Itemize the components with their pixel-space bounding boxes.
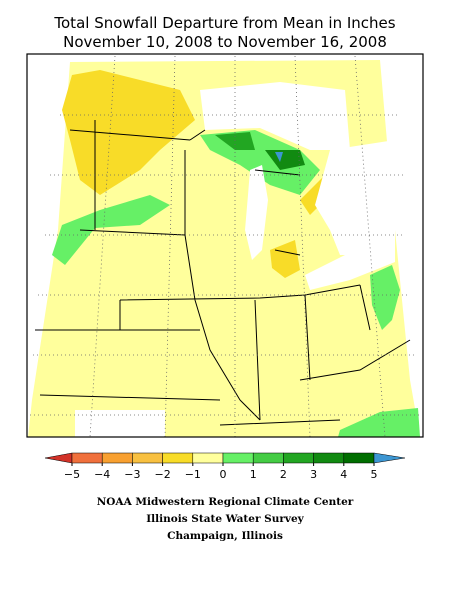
legend-swatch xyxy=(192,452,224,464)
boundaries xyxy=(35,120,411,426)
legend-arrow xyxy=(44,452,73,464)
legend-label: 5 xyxy=(371,468,378,481)
lake-erie xyxy=(305,245,395,290)
credit: Champaign, Illinois xyxy=(167,530,283,542)
legend-swatch xyxy=(162,452,194,464)
above-mean xyxy=(275,152,283,162)
above-mean xyxy=(265,150,305,170)
legend-label: −4 xyxy=(94,468,110,481)
legend: −5 −4 −3 −2 −1 0 1 2 3 4 5 xyxy=(44,452,406,481)
lake-huron-ontario xyxy=(315,140,395,255)
credit: NOAA Midwestern Regional Climate Center xyxy=(97,496,354,508)
above-mean xyxy=(52,195,170,265)
legend-swatch xyxy=(71,452,103,464)
above-mean xyxy=(370,265,400,330)
credit: Illinois State Water Survey xyxy=(146,513,304,525)
legend-label: 2 xyxy=(280,468,287,481)
legend-swatch xyxy=(343,452,375,464)
above-mean xyxy=(338,408,420,437)
legend-label: 4 xyxy=(340,468,347,481)
lake-superior xyxy=(200,82,350,150)
legend-label: −1 xyxy=(185,468,201,481)
lake-michigan xyxy=(245,165,268,260)
legend-label: 3 xyxy=(310,468,317,481)
below-mean xyxy=(270,240,300,278)
legend-swatch xyxy=(222,452,254,464)
legend-arrow xyxy=(373,452,406,464)
title-line: Total Snowfall Departure from Mean in In… xyxy=(53,14,395,32)
map-frame xyxy=(26,53,424,438)
legend-swatch xyxy=(252,452,284,464)
legend-label: 1 xyxy=(250,468,257,481)
legend-swatch xyxy=(313,452,345,464)
legend-swatch xyxy=(283,452,314,464)
graticule xyxy=(30,55,420,438)
legend-label: −3 xyxy=(124,468,140,481)
map xyxy=(26,53,424,438)
legend-swatch xyxy=(101,452,133,464)
no-data xyxy=(75,410,165,437)
legend-label: −5 xyxy=(64,468,80,481)
legend-swatch xyxy=(132,452,163,464)
title-line: November 10, 2008 to November 16, 2008 xyxy=(63,33,387,51)
legend-label: −2 xyxy=(154,468,170,481)
legend-label: 0 xyxy=(220,468,227,481)
